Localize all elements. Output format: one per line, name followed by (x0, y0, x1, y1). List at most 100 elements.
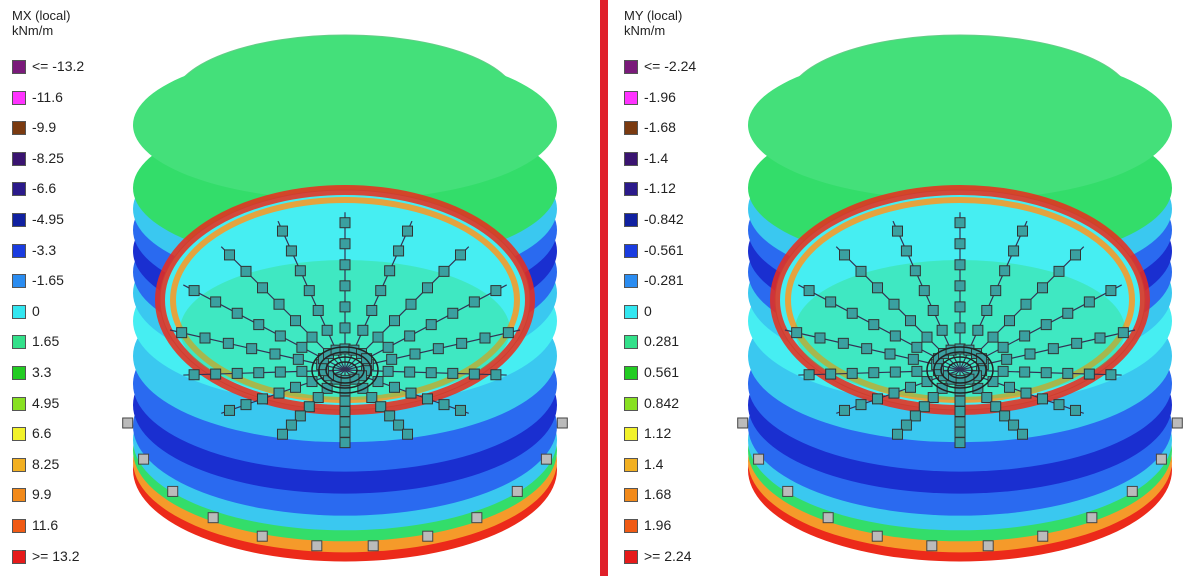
support-node (861, 343, 873, 355)
wall-stress-band (748, 50, 1172, 200)
legend-swatch (624, 549, 638, 564)
support-node (1053, 265, 1065, 277)
center-ring (933, 351, 987, 389)
perimeter-support (367, 540, 379, 552)
support-node (909, 410, 921, 422)
support-node (303, 285, 315, 297)
perimeter-support (871, 530, 883, 542)
legend-label: -0.561 (644, 241, 684, 258)
center-ring (311, 346, 379, 394)
legend-swatch (624, 366, 638, 380)
support-node (402, 225, 414, 237)
support-node (839, 249, 851, 261)
support-node (454, 249, 466, 261)
support-node (872, 282, 884, 294)
perimeter-support (556, 417, 568, 429)
legend-swatch (624, 519, 638, 533)
legend-mx: MX (local) kNm/m <= -13.2 -11.6 -9.9 -8.25 -… (12, 8, 132, 568)
support-node (253, 367, 265, 379)
legend-swatch (624, 151, 638, 166)
legend-swatch (624, 60, 638, 74)
support-node (954, 405, 966, 417)
support-node (855, 265, 867, 277)
support-node (1019, 366, 1031, 378)
perimeter-support (982, 540, 994, 552)
legend-label: 9.9 (32, 486, 52, 503)
legend-swatch (12, 213, 26, 227)
legend-swatch (12, 488, 26, 503)
support-node (240, 399, 252, 411)
support-node (1083, 296, 1095, 308)
support-node (927, 304, 939, 316)
support-node (222, 337, 234, 349)
legend-label: <= -13.2 (32, 58, 85, 74)
support-node (290, 381, 302, 393)
legend-label: -3.3 (32, 241, 57, 258)
support-node (312, 304, 324, 316)
support-node (357, 324, 369, 336)
legend-row: -6.6 (12, 178, 132, 202)
support-node (936, 324, 948, 336)
support-node (405, 298, 417, 310)
legend-label: -9.9 (32, 119, 57, 136)
support-node (386, 353, 398, 365)
support-node (421, 282, 433, 294)
support-node (231, 307, 243, 319)
support-node (891, 428, 903, 440)
center-ring (332, 361, 358, 379)
support-node (339, 437, 351, 449)
legend-label: -1.68 (644, 119, 676, 136)
support-node (361, 353, 373, 365)
legend-label: 8.25 (32, 455, 60, 472)
support-node (224, 404, 236, 416)
support-node (479, 332, 491, 344)
legend-swatch (12, 243, 26, 258)
support-node (999, 265, 1011, 277)
support-node (257, 393, 269, 405)
legend-label: <= -2.24 (644, 58, 697, 74)
support-spoke (344, 329, 521, 371)
support-node (404, 366, 416, 378)
legend-label: -0.842 (644, 211, 684, 227)
support-node (889, 330, 901, 342)
legend-swatch (12, 90, 26, 105)
support-node (339, 405, 351, 417)
support-spoke (959, 329, 1136, 371)
support-node (257, 282, 269, 294)
support-node (1071, 337, 1083, 349)
support-node (884, 348, 896, 360)
support-node (1008, 419, 1020, 431)
support-node (954, 280, 966, 292)
support-node (1105, 369, 1117, 381)
support-node (339, 280, 351, 292)
legend-swatch (12, 121, 26, 136)
support-node (954, 426, 966, 438)
support-node (905, 381, 917, 393)
support-node (188, 285, 200, 297)
center-ring (940, 356, 980, 384)
support-node (366, 392, 378, 404)
support-node (246, 343, 258, 355)
support-node (276, 428, 288, 440)
legend-row: -1.65 (12, 270, 132, 294)
support-node (900, 245, 912, 257)
support-node (911, 341, 923, 353)
support-node (954, 238, 966, 250)
support-node (382, 341, 394, 353)
legend-row: 1.4 (624, 454, 744, 478)
legend-row: -11.6 (12, 87, 132, 111)
perimeter-support (511, 485, 523, 497)
legend-label: 0.842 (644, 394, 680, 411)
legend-label: 4.95 (32, 394, 60, 411)
perimeter-support (167, 485, 179, 497)
legend-swatch (12, 396, 26, 411)
support-node (872, 393, 884, 405)
legend-my: MY (local) kNm/m <= -2.24 -1.96 -1.68 -1.4 -… (624, 8, 744, 568)
support-node (393, 245, 405, 257)
legend-swatch (624, 335, 638, 350)
legend-swatch (624, 457, 638, 472)
support-node (1105, 285, 1117, 297)
legend-row: 1.68 (624, 484, 744, 508)
perimeter-support (471, 512, 483, 524)
support-node (339, 301, 351, 313)
